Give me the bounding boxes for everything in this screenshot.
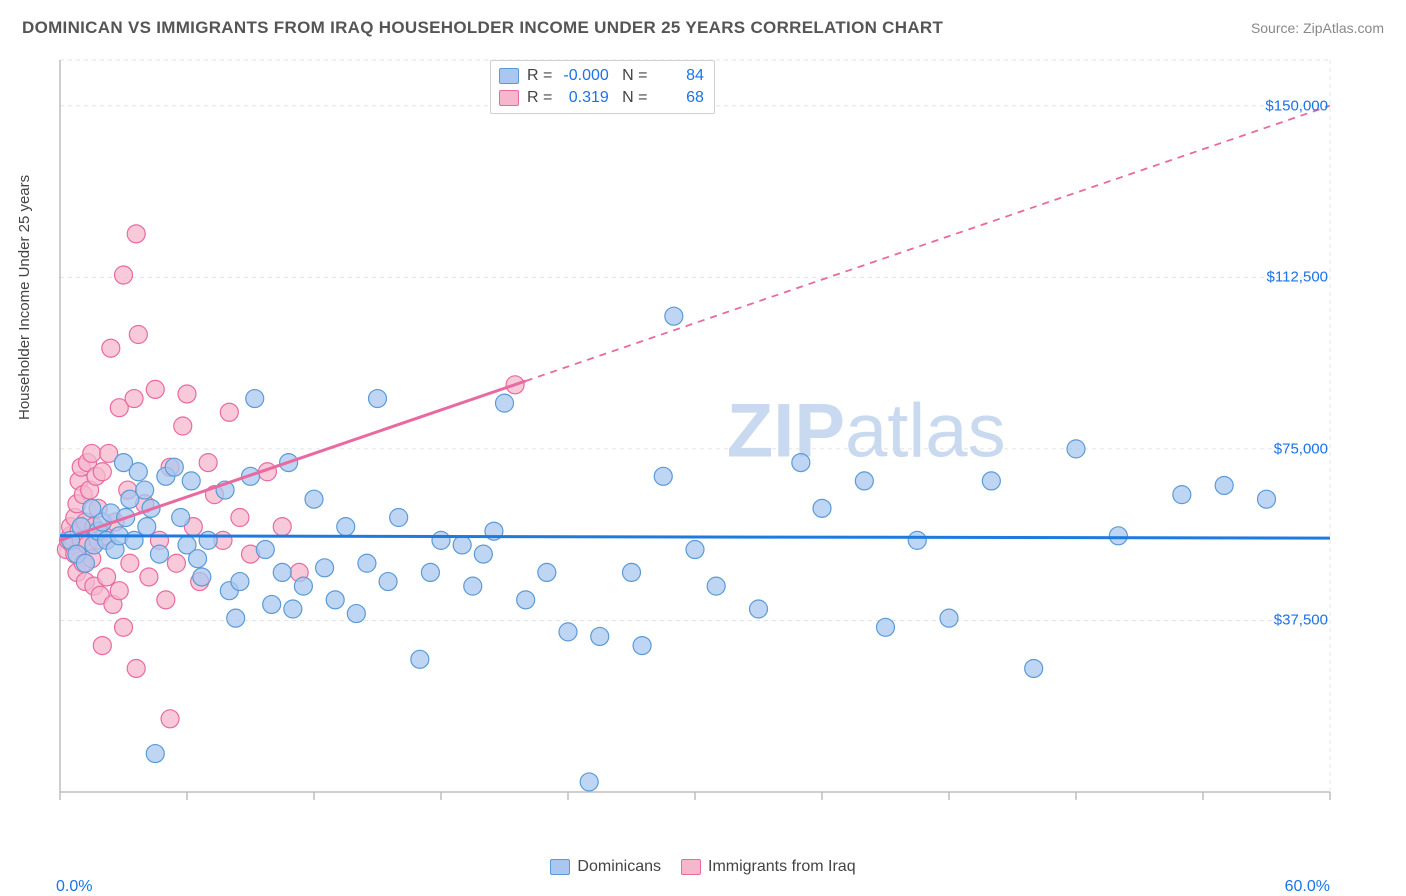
y-tick-label: $75,000: [1274, 440, 1328, 457]
legend-stat-text: R = -0.000 N = 84: [527, 65, 704, 87]
legend-series-label: Immigrants from Iraq: [708, 858, 856, 876]
legend-series-item: Dominicans: [550, 858, 661, 876]
legend-stat-row: R = 0.319 N = 68: [499, 87, 704, 109]
y-tick-label: $112,500: [1267, 269, 1328, 286]
legend-series: Dominicans Immigrants from Iraq: [0, 858, 1406, 880]
y-tick-label: $37,500: [1274, 612, 1328, 629]
chart-area: ZIPatlas $37,500 $75,000 $112,500 $150,000: [56, 56, 1346, 826]
source-label: Source: ZipAtlas.com: [1251, 20, 1384, 36]
legend-stats: R = -0.000 N = 84R = 0.319 N = 68: [490, 60, 715, 114]
legend-series-label: Dominicans: [577, 858, 661, 876]
legend-swatch: [550, 859, 570, 875]
legend-series-item: Immigrants from Iraq: [681, 858, 856, 876]
legend-swatch: [499, 68, 519, 84]
legend-swatch: [499, 90, 519, 106]
y-axis-label: Householder Income Under 25 years: [16, 175, 33, 420]
scatter-plot: ZIPatlas: [56, 56, 1346, 826]
svg-text:ZIPatlas: ZIPatlas: [727, 388, 1006, 473]
x-axis-min: 0.0%: [56, 878, 92, 896]
legend-swatch: [681, 859, 701, 875]
legend-stat-text: R = 0.319 N = 68: [527, 87, 704, 109]
y-tick-label: $150,000: [1265, 97, 1328, 114]
legend-stat-row: R = -0.000 N = 84: [499, 65, 704, 87]
chart-title: DOMINICAN VS IMMIGRANTS FROM IRAQ HOUSEH…: [22, 18, 943, 38]
x-axis-max: 60.0%: [1285, 878, 1330, 896]
